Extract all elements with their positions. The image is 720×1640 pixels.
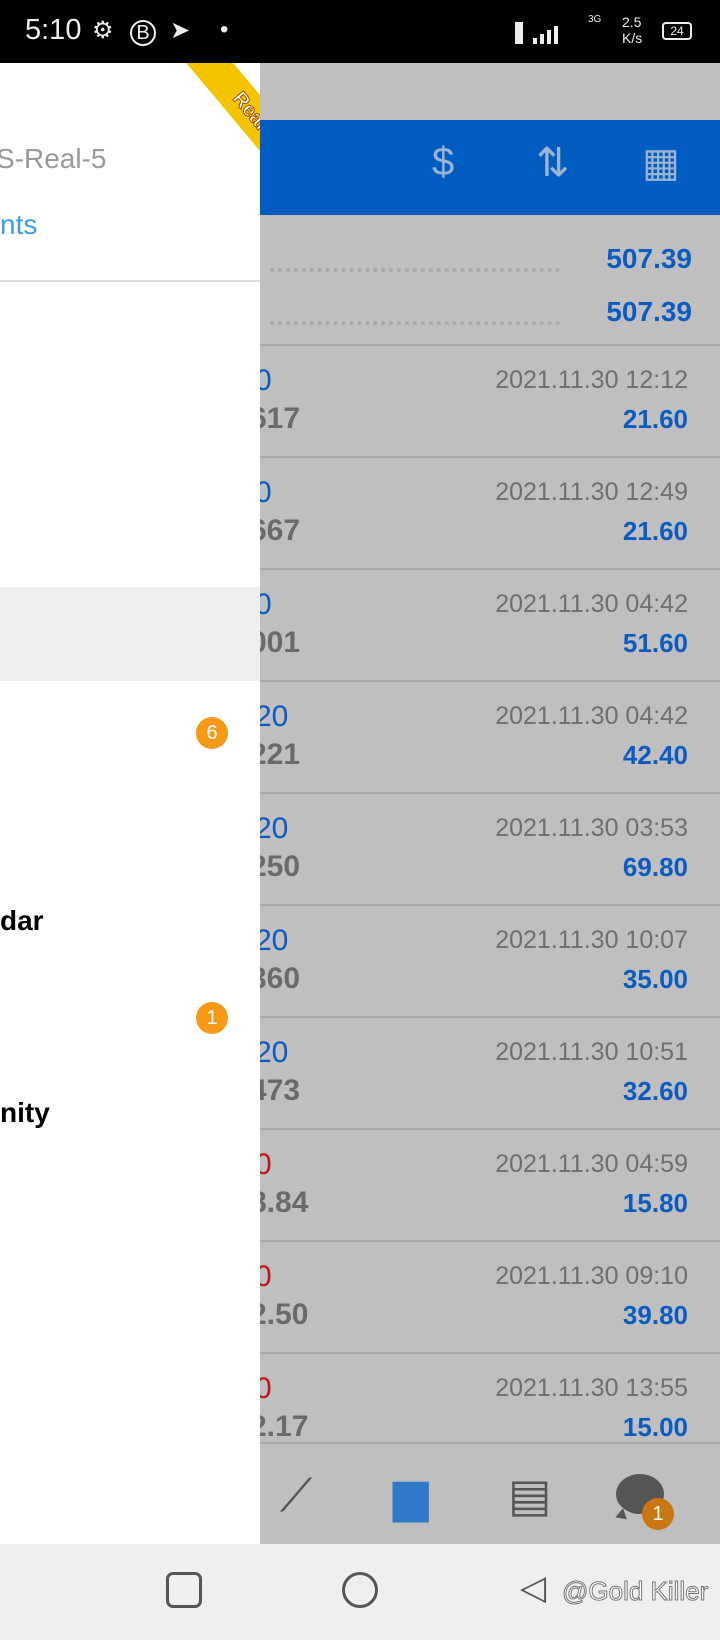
value: 69.80 (622, 852, 688, 882)
value: 15.80 (622, 1188, 688, 1218)
network-type: 3G (588, 14, 602, 25)
navigation-drawer: Real S-Real-5 nts 6 dar 1 nity (0, 63, 260, 1544)
bottom-tabbar: ⟋ ▆ ▤ 1 (0, 1442, 720, 1544)
clock: 5:10 (25, 14, 82, 46)
value: 51.60 (622, 628, 688, 658)
drawer-item-community[interactable]: nity (0, 1097, 50, 1128)
symbol: 20 (255, 1036, 289, 1069)
home-button[interactable] (342, 1572, 378, 1608)
date: 2021.11.30 09:10 (495, 1262, 688, 1290)
business-whatsapp-icon: B (130, 20, 156, 46)
date: 2021.11.30 04:59 (495, 1150, 688, 1178)
settings-icon: ⚙ (92, 17, 114, 44)
value: 32.60 (622, 1076, 688, 1106)
system-nav-bar: ◁ @Gold Killer (0, 1544, 720, 1640)
real-ribbon: Real (178, 63, 260, 192)
drawer-item-calendar[interactable]: dar (0, 905, 44, 936)
table-row[interactable]: 20 360 2021.11.30 10:07 35.00 (0, 904, 720, 1016)
net-speed: 2.5 K/s (622, 14, 642, 46)
status-bar: 5:10 ⚙ B ➤ • 3G 2.5 K/s 24 (0, 0, 720, 63)
value: 15.00 (622, 1412, 688, 1442)
news-icon[interactable]: ▤ (508, 1469, 552, 1521)
value: 39.80 (622, 1300, 688, 1330)
server-name: S-Real-5 (0, 143, 107, 174)
date: 2021.11.30 04:42 (495, 702, 688, 730)
value: 42.40 (622, 740, 688, 770)
symbol: 20 (255, 700, 289, 733)
dot-icon: • (220, 16, 229, 43)
value: 35.00 (622, 964, 688, 994)
summary-value: 507.39 (606, 243, 692, 274)
notification-badge: 1 (196, 1002, 228, 1034)
signal-icon (515, 18, 581, 44)
date: 2021.11.30 12:12 (495, 366, 688, 394)
date: 2021.11.30 13:55 (495, 1374, 688, 1402)
recents-button[interactable] (166, 1572, 202, 1608)
selected-item[interactable] (0, 587, 260, 681)
chat-badge: 1 (642, 1498, 674, 1530)
summary-value: 507.39 (606, 296, 692, 327)
date: 2021.11.30 10:51 (495, 1038, 688, 1066)
table-row[interactable]: 0 2.50 2021.11.30 09:10 39.80 (0, 1240, 720, 1352)
table-row[interactable]: 20 221 2021.11.30 04:42 42.40 (0, 680, 720, 792)
divider (0, 280, 260, 282)
watermark: @Gold Killer (561, 1576, 709, 1607)
trade-icon[interactable]: ⟋ (280, 1469, 313, 1521)
value: 21.60 (622, 516, 688, 546)
table-row[interactable]: 20 473 2021.11.30 10:51 32.60 (0, 1016, 720, 1128)
battery-icon: 24 (662, 22, 692, 40)
manage-accounts-link[interactable]: nts (0, 209, 38, 240)
date: 2021.11.30 03:53 (495, 814, 688, 842)
symbol: 20 (255, 924, 289, 957)
speed-value: 2.5 (622, 14, 642, 30)
divider-dots (270, 321, 560, 325)
table-row[interactable]: 0 667 2021.11.30 12:49 21.60 (0, 456, 720, 568)
date: 2021.11.30 10:07 (495, 926, 688, 954)
table-row[interactable]: 20 250 2021.11.30 03:53 69.80 (0, 792, 720, 904)
history-icon[interactable]: ▆ (393, 1469, 429, 1521)
divider-dots (270, 268, 560, 272)
telegram-icon: ➤ (170, 17, 191, 44)
currency-exchange-icon[interactable]: $ (432, 140, 455, 184)
date: 2021.11.30 04:42 (495, 590, 688, 618)
calendar-icon[interactable]: ▦ (642, 141, 680, 185)
speed-unit: K/s (622, 30, 643, 46)
date: 2021.11.30 12:49 (495, 478, 688, 506)
back-button[interactable]: ◁ (520, 1569, 547, 1607)
sort-icon[interactable]: ⇅ (536, 141, 570, 185)
table-row[interactable]: 0 8.84 2021.11.30 04:59 15.80 (0, 1128, 720, 1240)
symbol: 20 (255, 812, 289, 845)
notification-badge: 6 (196, 717, 228, 749)
value: 21.60 (622, 404, 688, 434)
